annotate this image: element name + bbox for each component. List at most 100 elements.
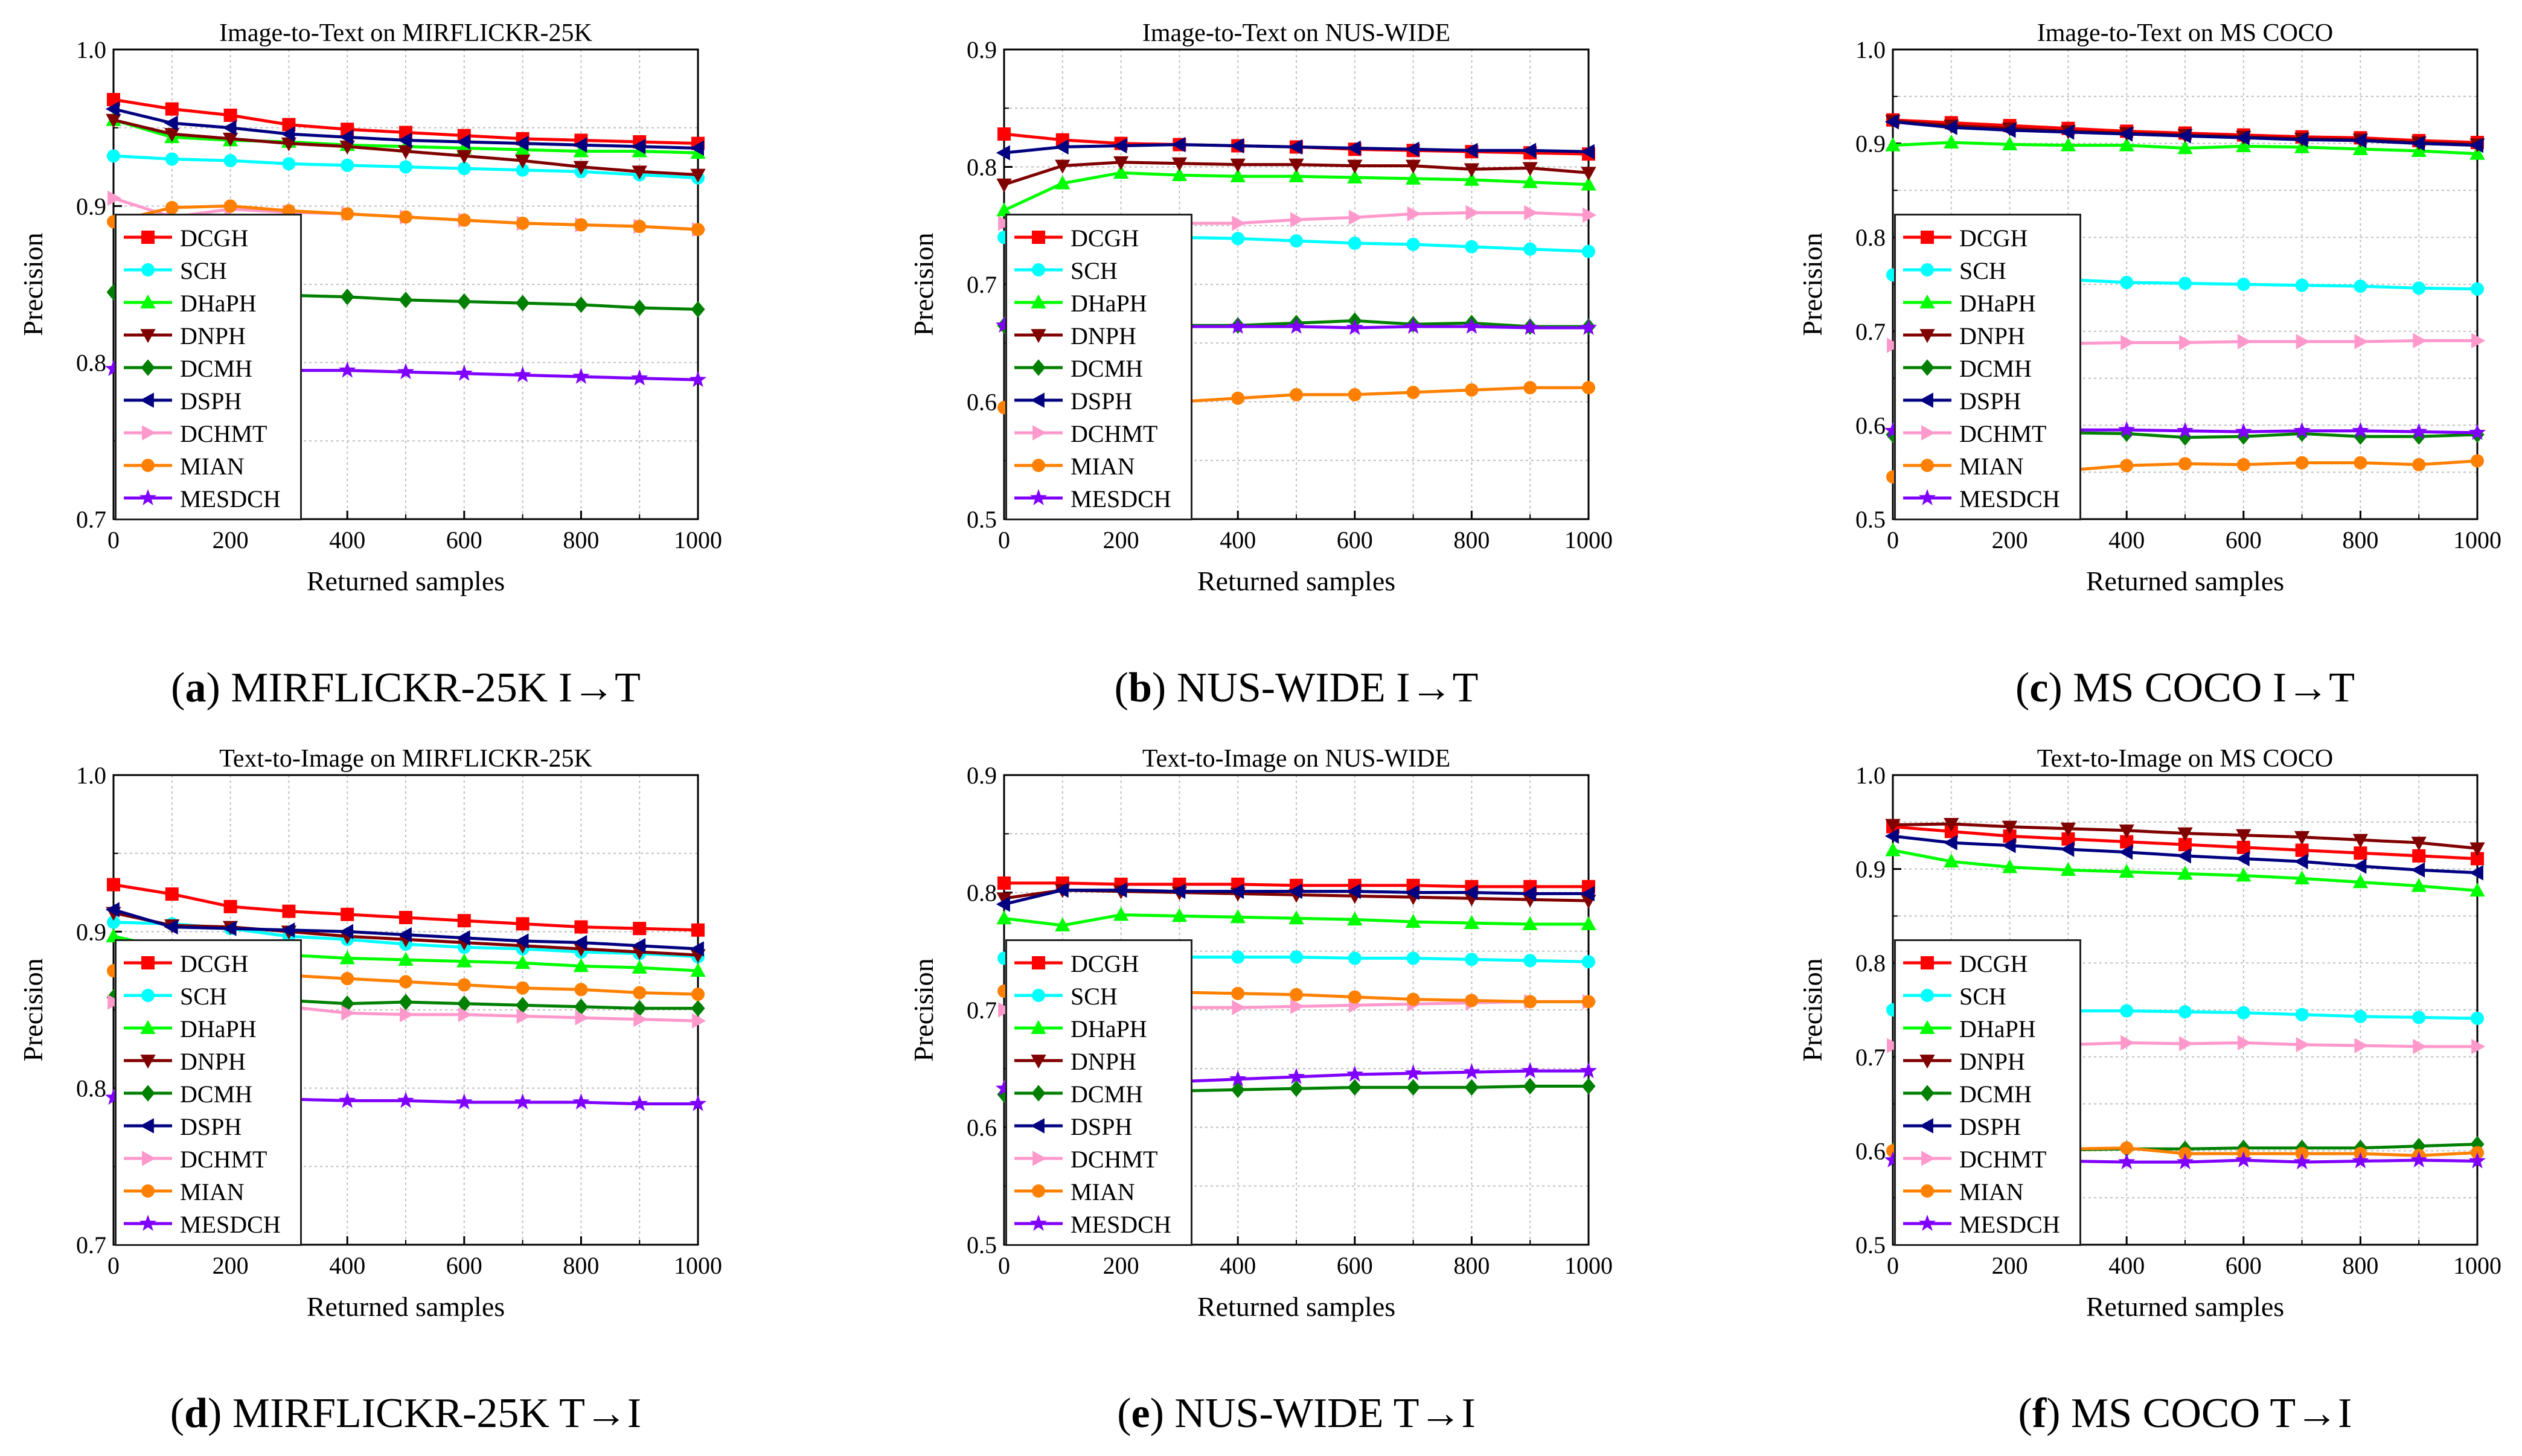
panel-caption-e: (e) NUS-WIDE T→I [1117,1390,1476,1438]
legend-symbol [123,225,173,249]
legend-item-mesdch: MESDCH [1007,1208,1191,1240]
legend-symbol [123,258,173,282]
y-tick-label: 0.8 [967,154,997,181]
legend-marker [1031,392,1045,407]
point-dchmt [1232,216,1246,231]
point-mian [1348,388,1362,401]
legend-symbol [1013,1081,1064,1105]
legend-symbol [123,1179,173,1203]
chart-title: Image-to-Text on NUS-WIDE [1142,19,1450,47]
point-dchmt [1407,206,1421,222]
point-mian [2296,456,2309,470]
point-sch [399,161,412,174]
point-dchmt [400,1007,414,1022]
point-sch [1348,951,1362,965]
point-sch [2178,1005,2192,1018]
legend-item-dsph: DSPH [1896,1110,2079,1143]
legend-item-sch: SCH [117,980,300,1012]
y-tick-label: 0.7 [1855,1044,1886,1071]
x-tick-label: 400 [329,1252,365,1279]
legend-label: DNPH [1071,1047,1136,1076]
point-dchmt [2355,1038,2369,1053]
caption-letter: a [185,665,206,711]
legend-marker [1031,1085,1045,1102]
x-tick-label: 1000 [674,526,722,554]
legend-symbol [1013,983,1064,1007]
legend-item-mian: MIAN [117,450,300,482]
point-mesdch [1463,1063,1480,1079]
point-sch [1290,950,1303,963]
point-mian [341,972,354,985]
legend-item-dnph: DNPH [117,319,300,352]
legend-label: DCHMT [1071,1145,1157,1173]
point-mian [165,201,179,214]
legend-marker [141,359,155,376]
caption-text: MS COCO I→T [2073,665,2355,711]
legend-marker [141,1085,155,1102]
legend-symbol [1902,1016,1953,1040]
y-tick-label: 0.6 [1855,412,1886,439]
point-sch [2237,278,2250,291]
legend-symbol [1013,1016,1064,1040]
legend-item-dcgh: DCGH [1896,947,2079,980]
point-sch [2120,276,2133,289]
point-sch [107,149,120,162]
legend-symbol [1013,225,1064,249]
point-dchmt [1466,205,1480,220]
point-dcgh [633,922,646,935]
legend-label: DHaPH [1071,289,1147,318]
point-dcmh [457,293,471,310]
point-mian [1523,381,1537,394]
x-tick-label: 200 [1992,1252,2028,1279]
legend-item-dchmt: DCHMT [1007,1143,1191,1175]
legend-label: DSPH [1959,1113,2021,1141]
legend-item-mian: MIAN [1896,1175,2079,1208]
legend-symbol [123,1146,173,1170]
legend-symbol [1013,421,1064,445]
point-mian [2412,458,2425,471]
y-tick-label: 0.9 [967,762,997,789]
point-mian [2237,458,2250,471]
legend-marker [1032,425,1046,440]
point-dchmt [2238,1035,2252,1050]
point-dcgh [282,905,295,918]
x-tick-label: 1000 [674,1252,722,1279]
legend-label: DSPH [1959,387,2021,415]
x-axis-label: Returned samples [307,566,505,596]
legend-item-dhaph: DHaPH [1007,1012,1191,1045]
legend-label: MESDCH [180,1210,281,1239]
point-dchmt [2355,334,2369,349]
legend-item-sch: SCH [1896,254,2079,287]
legend-marker [1030,1215,1047,1231]
legend-item-dcgh: DCGH [1896,222,2079,254]
point-sch [1407,238,1420,251]
legend-label: DNPH [1959,1047,2025,1076]
legend-marker [141,956,155,969]
legend-symbol [1902,356,1953,380]
legend-marker [1921,1151,1935,1166]
x-tick-label: 0 [998,526,1010,554]
y-tick-label: 0.7 [967,271,997,298]
legend-item-dhaph: DHaPH [117,1012,300,1045]
legend-marker [1920,1085,1934,1102]
point-sch [2412,281,2425,295]
legend-symbol [1013,290,1064,315]
legend-label: MESDCH [1071,485,1171,513]
x-tick-label: 800 [1453,1252,1490,1279]
y-tick-label: 1.0 [1855,762,1886,789]
panel-caption-d: (d) MIRFLICKR-25K T→I [170,1390,641,1438]
point-dchmt [2413,1039,2427,1054]
legend-label: MESDCH [180,485,281,513]
legend-item-dhaph: DHaPH [117,287,300,319]
legend-symbol [1902,951,1953,975]
point-mian [516,982,530,995]
point-dcgh [997,127,1011,141]
legend-symbol [123,1016,173,1040]
legend-item-sch: SCH [117,254,300,287]
point-dcmh [1231,1082,1245,1099]
point-mian [691,988,705,1001]
legend-label: DCMH [180,354,252,383]
point-sch [2354,279,2367,293]
legend-symbol [1902,486,1953,510]
point-dchmt [2296,1037,2310,1052]
